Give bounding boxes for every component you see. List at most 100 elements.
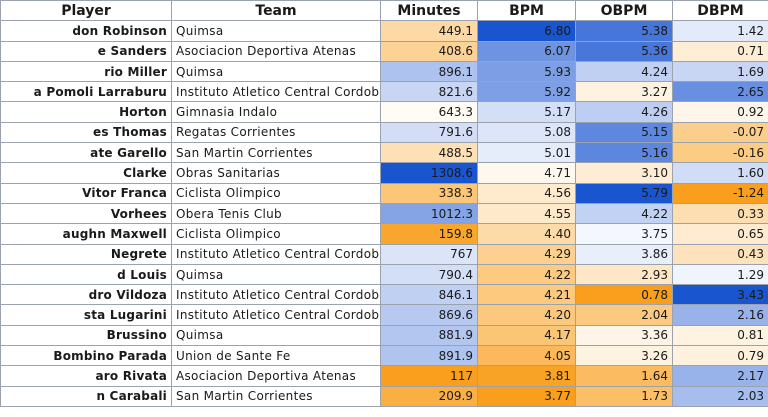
player-cell[interactable]: Clarke: [0, 162, 172, 184]
bpm-cell[interactable]: 4.17: [477, 324, 576, 347]
minutes-cell[interactable]: 791.6: [380, 121, 478, 144]
minutes-cell[interactable]: 896.1: [380, 60, 478, 83]
bpm-cell[interactable]: 4.05: [477, 345, 576, 367]
team-cell[interactable]: Union de Sante Fe: [171, 345, 381, 367]
obpm-cell[interactable]: 3.36: [575, 324, 673, 347]
obpm-cell[interactable]: 3.10: [575, 162, 673, 184]
obpm-cell[interactable]: 4.26: [575, 101, 673, 123]
obpm-cell[interactable]: 3.86: [575, 243, 673, 265]
minutes-cell[interactable]: 846.1: [380, 284, 478, 306]
minutes-cell[interactable]: 790.4: [380, 263, 478, 286]
team-cell[interactable]: Obera Tenis Club: [171, 202, 381, 225]
obpm-cell[interactable]: 5.15: [575, 121, 673, 144]
player-cell[interactable]: ate Garello: [0, 142, 172, 164]
obpm-cell[interactable]: 2.04: [575, 304, 673, 326]
dbpm-cell[interactable]: 0.43: [672, 243, 768, 265]
dbpm-cell[interactable]: 2.65: [672, 81, 768, 103]
minutes-cell[interactable]: 449.1: [380, 20, 478, 42]
minutes-cell[interactable]: 643.3: [380, 101, 478, 123]
bpm-cell[interactable]: 5.08: [477, 121, 576, 144]
dbpm-cell[interactable]: 1.60: [672, 162, 768, 184]
player-cell[interactable]: dro Vildoza: [0, 284, 172, 306]
obpm-cell[interactable]: 3.75: [575, 223, 673, 245]
bpm-cell[interactable]: 5.93: [477, 60, 576, 83]
obpm-cell[interactable]: 1.64: [575, 365, 673, 387]
dbpm-cell[interactable]: 0.81: [672, 324, 768, 347]
player-cell[interactable]: e Sanders: [0, 40, 172, 62]
minutes-cell[interactable]: 338.3: [380, 182, 478, 204]
minutes-cell[interactable]: 881.9: [380, 324, 478, 347]
player-cell[interactable]: a Pomoli Larraburu: [0, 81, 172, 103]
dbpm-cell[interactable]: -1.24: [672, 182, 768, 204]
team-cell[interactable]: San Martin Corrientes: [171, 142, 381, 164]
obpm-cell[interactable]: 3.26: [575, 345, 673, 367]
dbpm-cell[interactable]: 2.16: [672, 304, 768, 326]
team-cell[interactable]: Asociacion Deportiva Atenas: [171, 40, 381, 62]
dbpm-cell[interactable]: 2.03: [672, 385, 768, 407]
obpm-cell[interactable]: 5.36: [575, 40, 673, 62]
player-cell[interactable]: don Robinson: [0, 20, 172, 42]
team-cell[interactable]: Instituto Atletico Central Cordoba: [171, 284, 381, 306]
player-cell[interactable]: aro Rivata: [0, 365, 172, 387]
column-header-obpm[interactable]: OBPM: [575, 0, 673, 22]
minutes-cell[interactable]: 821.6: [380, 81, 478, 103]
player-cell[interactable]: Brussino: [0, 324, 172, 347]
team-cell[interactable]: Ciclista Olimpico: [171, 223, 381, 245]
dbpm-cell[interactable]: 0.79: [672, 345, 768, 367]
bpm-cell[interactable]: 5.01: [477, 142, 576, 164]
minutes-cell[interactable]: 488.5: [380, 142, 478, 164]
obpm-cell[interactable]: 5.16: [575, 142, 673, 164]
bpm-cell[interactable]: 3.77: [477, 385, 576, 407]
team-cell[interactable]: Ciclista Olimpico: [171, 182, 381, 204]
dbpm-cell[interactable]: 0.33: [672, 202, 768, 225]
obpm-cell[interactable]: 4.22: [575, 202, 673, 225]
minutes-cell[interactable]: 117: [380, 365, 478, 387]
team-cell[interactable]: Quimsa: [171, 20, 381, 42]
bpm-cell[interactable]: 4.40: [477, 223, 576, 245]
dbpm-cell[interactable]: 1.29: [672, 263, 768, 286]
obpm-cell[interactable]: 5.79: [575, 182, 673, 204]
dbpm-cell[interactable]: 0.71: [672, 40, 768, 62]
team-cell[interactable]: Instituto Atletico Central Cordoba: [171, 81, 381, 103]
dbpm-cell[interactable]: 1.42: [672, 20, 768, 42]
column-header-player[interactable]: Player: [0, 0, 172, 22]
player-cell[interactable]: sta Lugarini: [0, 304, 172, 326]
dbpm-cell[interactable]: 2.17: [672, 365, 768, 387]
player-cell[interactable]: n Carabali: [0, 385, 172, 407]
bpm-cell[interactable]: 4.20: [477, 304, 576, 326]
bpm-cell[interactable]: 4.22: [477, 263, 576, 286]
minutes-cell[interactable]: 1012.3: [380, 202, 478, 225]
team-cell[interactable]: Instituto Atletico Central Cordoba: [171, 243, 381, 265]
obpm-cell[interactable]: 0.78: [575, 284, 673, 306]
minutes-cell[interactable]: 767: [380, 243, 478, 265]
dbpm-cell[interactable]: 3.43: [672, 284, 768, 306]
player-cell[interactable]: Vitor Franca: [0, 182, 172, 204]
player-cell[interactable]: d Louis: [0, 263, 172, 286]
bpm-cell[interactable]: 5.17: [477, 101, 576, 123]
dbpm-cell[interactable]: 1.69: [672, 60, 768, 83]
bpm-cell[interactable]: 6.80: [477, 20, 576, 42]
column-header-dbpm[interactable]: DBPM: [672, 0, 768, 22]
team-cell[interactable]: San Martin Corrientes: [171, 385, 381, 407]
team-cell[interactable]: Obras Sanitarias: [171, 162, 381, 184]
player-cell[interactable]: Horton: [0, 101, 172, 123]
bpm-cell[interactable]: 4.29: [477, 243, 576, 265]
dbpm-cell[interactable]: 0.65: [672, 223, 768, 245]
team-cell[interactable]: Quimsa: [171, 324, 381, 347]
bpm-cell[interactable]: 4.21: [477, 284, 576, 306]
minutes-cell[interactable]: 209.9: [380, 385, 478, 407]
player-cell[interactable]: Bombino Parada: [0, 345, 172, 367]
minutes-cell[interactable]: 869.6: [380, 304, 478, 326]
obpm-cell[interactable]: 2.93: [575, 263, 673, 286]
minutes-cell[interactable]: 1308.6: [380, 162, 478, 184]
bpm-cell[interactable]: 6.07: [477, 40, 576, 62]
team-cell[interactable]: Quimsa: [171, 263, 381, 286]
team-cell[interactable]: Gimnasia Indalo: [171, 101, 381, 123]
dbpm-cell[interactable]: -0.16: [672, 142, 768, 164]
minutes-cell[interactable]: 408.6: [380, 40, 478, 62]
bpm-cell[interactable]: 4.55: [477, 202, 576, 225]
obpm-cell[interactable]: 3.27: [575, 81, 673, 103]
player-cell[interactable]: Negrete: [0, 243, 172, 265]
minutes-cell[interactable]: 159.8: [380, 223, 478, 245]
obpm-cell[interactable]: 4.24: [575, 60, 673, 83]
